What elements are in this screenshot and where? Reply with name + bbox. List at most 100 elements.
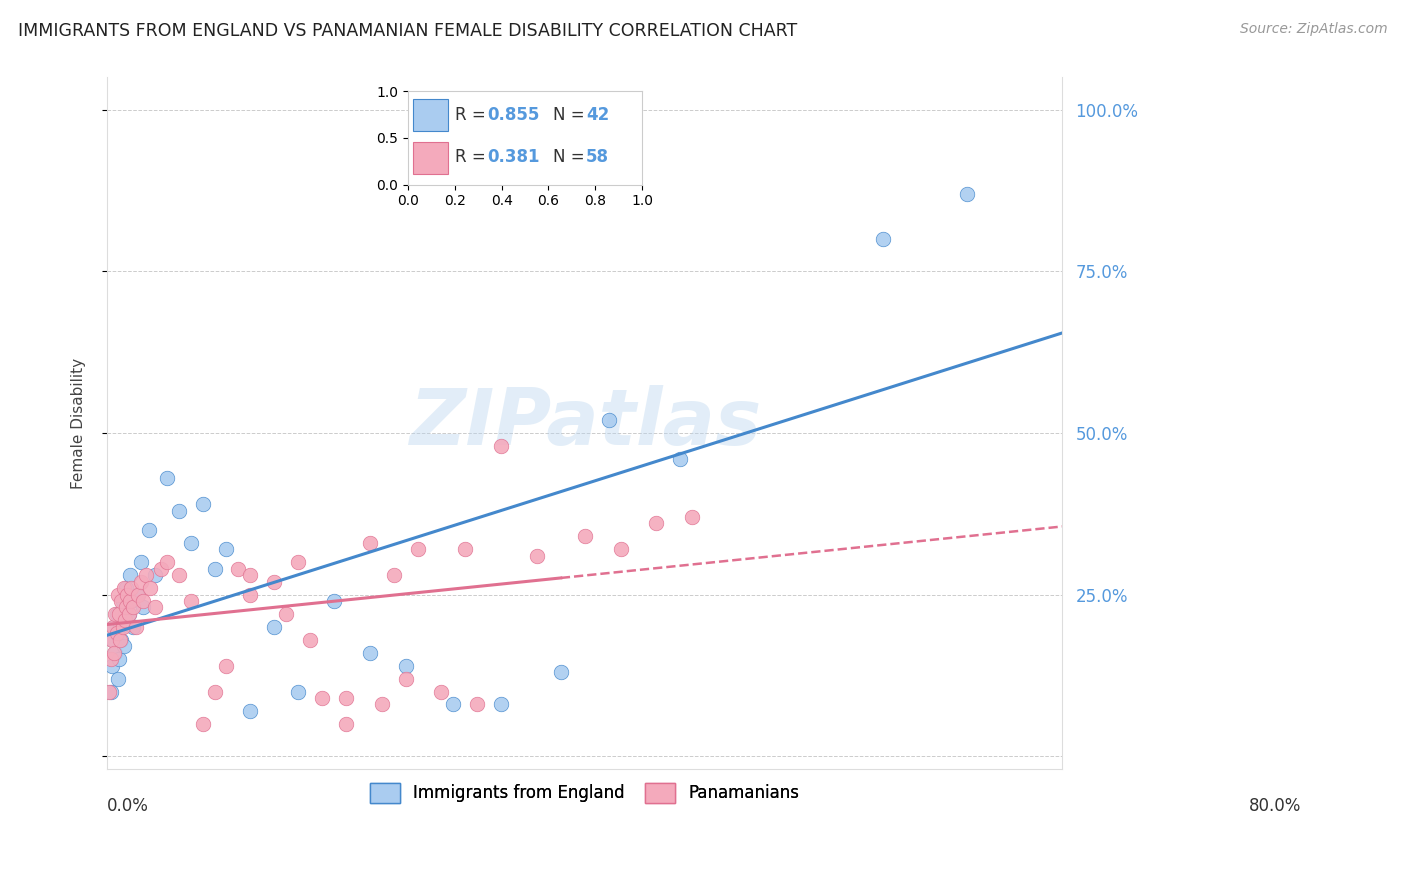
Point <box>239 704 262 718</box>
Text: IMMIGRANTS FROM ENGLAND VS PANAMANIAN FEMALE DISABILITY CORRELATION CHART: IMMIGRANTS FROM ENGLAND VS PANAMANIAN FE… <box>18 22 797 40</box>
Point <box>574 529 596 543</box>
Text: ZIPatlas: ZIPatlas <box>409 385 761 461</box>
Point <box>135 568 157 582</box>
Point <box>204 562 226 576</box>
Point <box>101 620 124 634</box>
Point <box>101 632 124 647</box>
Point <box>120 594 142 608</box>
Point <box>114 614 136 628</box>
Point <box>430 684 453 698</box>
Point <box>370 698 392 712</box>
Point <box>101 632 124 647</box>
Point <box>98 684 121 698</box>
Point <box>550 665 572 680</box>
Point <box>382 568 405 582</box>
Point <box>115 600 138 615</box>
Point <box>143 568 166 582</box>
Point <box>239 568 262 582</box>
Point <box>465 698 488 712</box>
Point <box>156 555 179 569</box>
Point <box>526 549 548 563</box>
Point <box>180 536 202 550</box>
Point <box>105 607 128 621</box>
Point <box>105 626 128 640</box>
Text: 80.0%: 80.0% <box>1249 797 1301 814</box>
Point <box>132 600 155 615</box>
Point <box>489 439 512 453</box>
Point <box>103 646 125 660</box>
Point <box>156 471 179 485</box>
Point <box>127 588 149 602</box>
Point <box>149 562 172 576</box>
Point <box>167 568 190 582</box>
Point <box>180 594 202 608</box>
Point <box>598 413 620 427</box>
Point <box>287 555 309 569</box>
Point <box>107 588 129 602</box>
Point <box>215 658 238 673</box>
Point <box>108 632 131 647</box>
Point <box>111 594 134 608</box>
Point <box>454 542 477 557</box>
Point <box>191 716 214 731</box>
Point <box>129 574 152 589</box>
Point <box>132 594 155 608</box>
Point <box>489 698 512 712</box>
Point <box>129 555 152 569</box>
Point <box>872 232 894 246</box>
Point <box>122 600 145 615</box>
Point <box>122 620 145 634</box>
Point <box>228 562 250 576</box>
Point <box>335 716 357 731</box>
Point <box>406 542 429 557</box>
Point <box>323 594 346 608</box>
Point <box>287 684 309 698</box>
Point <box>115 581 138 595</box>
Point <box>138 523 160 537</box>
Point <box>215 542 238 557</box>
Point <box>441 698 464 712</box>
Point <box>100 684 122 698</box>
Point <box>609 542 631 557</box>
Point <box>100 652 122 666</box>
Point <box>645 516 668 531</box>
Point <box>956 186 979 201</box>
Point <box>104 646 127 660</box>
Point <box>239 588 262 602</box>
Point <box>118 594 141 608</box>
Point <box>101 658 124 673</box>
Point <box>117 588 139 602</box>
Point <box>104 607 127 621</box>
Point <box>359 536 381 550</box>
Point <box>108 652 131 666</box>
Point <box>118 568 141 582</box>
Point <box>114 607 136 621</box>
Point <box>359 646 381 660</box>
Point <box>204 684 226 698</box>
Point <box>120 581 142 595</box>
Point <box>111 620 134 634</box>
Point <box>299 632 322 647</box>
Point <box>311 690 333 705</box>
Text: 0.0%: 0.0% <box>107 797 149 814</box>
Point <box>681 510 703 524</box>
Text: Source: ZipAtlas.com: Source: ZipAtlas.com <box>1240 22 1388 37</box>
Point <box>110 632 132 647</box>
Point <box>276 607 298 621</box>
Point <box>394 672 416 686</box>
Point <box>108 620 131 634</box>
Point <box>394 658 416 673</box>
Point <box>103 620 125 634</box>
Point <box>669 451 692 466</box>
Point <box>167 503 190 517</box>
Point <box>125 588 148 602</box>
Point <box>112 640 135 654</box>
Point <box>110 594 132 608</box>
Point <box>191 497 214 511</box>
Point <box>263 574 285 589</box>
Point <box>107 672 129 686</box>
Point <box>112 581 135 595</box>
Point <box>139 581 162 595</box>
Legend: Immigrants from England, Panamanians: Immigrants from England, Panamanians <box>363 777 806 809</box>
Point <box>125 620 148 634</box>
